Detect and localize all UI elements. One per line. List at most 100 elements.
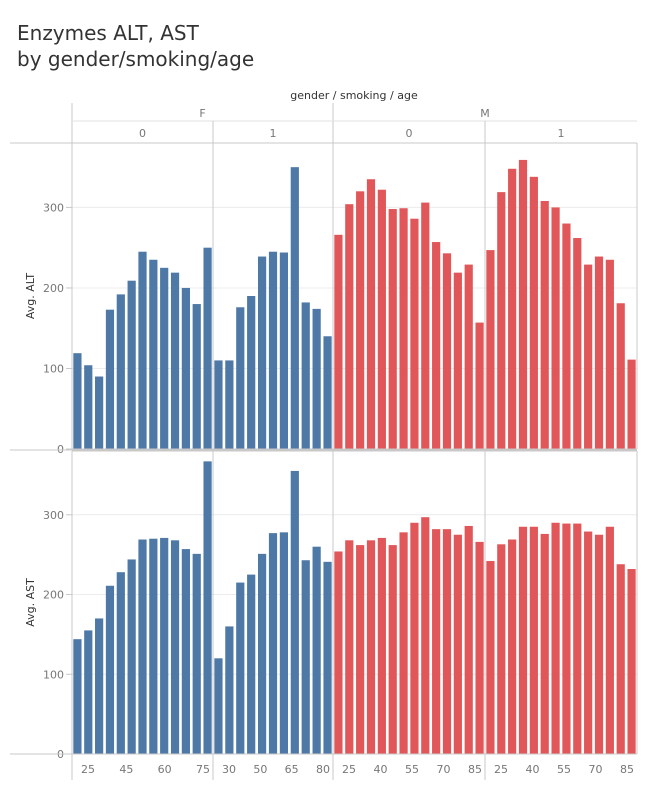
avg-alt-bar <box>616 303 625 449</box>
avg-ast-bar <box>562 523 571 754</box>
avg-alt-bar <box>432 242 441 449</box>
avg-alt-bar <box>170 272 180 449</box>
smoking-label: 0 <box>139 127 146 140</box>
y-tick-label: 300 <box>43 201 64 214</box>
avg-alt-bar <box>247 296 256 449</box>
avg-alt-bar <box>138 251 147 449</box>
avg-alt-bar <box>540 200 549 449</box>
avg-alt-bar <box>160 267 169 449</box>
avg-alt-bar <box>192 304 201 449</box>
gender-label-F: F <box>199 107 205 120</box>
avg-ast-bar <box>551 522 560 754</box>
x-tick-label: 70 <box>437 763 451 776</box>
x-tick-label: 85 <box>468 763 482 776</box>
avg-alt-bar <box>464 264 473 449</box>
avg-ast-bar <box>214 658 223 754</box>
avg-ast-bar <box>573 523 582 754</box>
x-tick-label: 55 <box>405 763 419 776</box>
avg-alt-axis-label: Avg. ALT <box>24 273 37 320</box>
avg-ast-bar <box>290 470 299 754</box>
avg-alt-bar <box>181 287 190 449</box>
avg-alt-bar <box>453 272 462 449</box>
x-tick-label: 80 <box>316 763 330 776</box>
chart-title-line2: by gender/smoking/age <box>17 47 255 71</box>
avg-alt-bar <box>377 189 386 449</box>
avg-alt-bar <box>421 202 430 449</box>
avg-ast-bar <box>432 529 441 754</box>
avg-alt-bar <box>323 336 332 449</box>
avg-ast-bar <box>366 540 376 754</box>
avg-alt-bar <box>279 252 289 449</box>
avg-ast-bar <box>160 537 169 754</box>
smoking-label: 1 <box>270 127 277 140</box>
avg-ast-bar <box>605 526 614 754</box>
avg-ast-bar <box>149 538 158 754</box>
avg-ast-bar <box>105 585 115 754</box>
avg-alt-bar <box>73 353 82 449</box>
avg-alt-bar <box>475 322 484 449</box>
avg-alt-bar <box>594 256 604 449</box>
avg-ast-bar <box>203 461 212 754</box>
y-tick-label: 300 <box>43 509 64 522</box>
x-tick-label: 40 <box>526 763 540 776</box>
avg-ast-bar <box>192 553 201 754</box>
avg-ast-bar <box>170 540 180 754</box>
avg-ast-bar <box>323 561 332 754</box>
y-tick-label: 100 <box>43 362 64 375</box>
avg-alt-bar <box>486 250 495 449</box>
avg-ast-bar <box>181 549 190 754</box>
avg-alt-bar <box>312 308 321 449</box>
chart-title: Enzymes ALT, AST by gender/smoking/age <box>17 20 254 72</box>
header-title: gender / smoking / age <box>290 89 418 102</box>
avg-ast-bar <box>594 534 604 754</box>
x-tick-label: 75 <box>196 763 210 776</box>
avg-alt-bar <box>345 204 354 449</box>
avg-ast-bar <box>388 545 397 754</box>
avg-ast-bar <box>356 545 365 754</box>
x-tick-label: 25 <box>81 763 95 776</box>
smoking-label: 1 <box>558 127 565 140</box>
avg-alt-bar <box>236 307 245 449</box>
avg-alt-bar <box>529 176 538 450</box>
avg-ast-bar <box>127 559 136 754</box>
avg-alt-bar <box>551 207 560 449</box>
avg-ast-bar <box>453 534 462 754</box>
x-tick-label: 70 <box>589 763 603 776</box>
avg-alt-bar <box>105 309 115 449</box>
avg-alt-bar <box>84 365 93 449</box>
avg-ast-bar <box>508 539 517 754</box>
gender-label-M: M <box>480 107 490 120</box>
avg-ast-bar <box>312 546 321 754</box>
avg-alt-bar <box>127 280 136 449</box>
avg-alt-bar <box>399 208 408 449</box>
avg-alt-bar <box>584 264 593 449</box>
avg-ast-bar <box>95 618 104 754</box>
avg-alt-bar <box>497 192 506 450</box>
x-tick-label: 45 <box>119 763 133 776</box>
y-tick-label: 200 <box>43 282 64 295</box>
avg-ast-bar <box>475 541 484 754</box>
y-tick-label: 100 <box>43 668 64 681</box>
avg-ast-bar <box>540 533 549 754</box>
avg-ast-bar <box>236 582 245 754</box>
avg-ast-bar <box>584 531 593 754</box>
avg-ast-bar <box>627 569 636 754</box>
avg-ast-bar <box>116 572 125 754</box>
avg-ast-bar <box>529 526 538 754</box>
avg-alt-bar <box>366 179 376 449</box>
avg-ast-bar <box>616 564 625 754</box>
avg-ast-bar <box>268 533 278 754</box>
avg-ast-bar <box>421 517 430 754</box>
x-tick-label: 40 <box>374 763 388 776</box>
avg-alt-bar <box>116 294 125 449</box>
avg-ast-bar <box>345 540 354 754</box>
avg-alt-bar <box>334 234 343 449</box>
avg-alt-bar <box>573 238 582 449</box>
x-tick-label: 85 <box>620 763 634 776</box>
avg-alt-bar <box>605 259 614 449</box>
avg-alt-bar <box>410 218 419 449</box>
avg-alt-bar <box>214 360 223 449</box>
chart-title-line1: Enzymes ALT, AST <box>17 21 199 45</box>
x-tick-label: 25 <box>494 763 508 776</box>
